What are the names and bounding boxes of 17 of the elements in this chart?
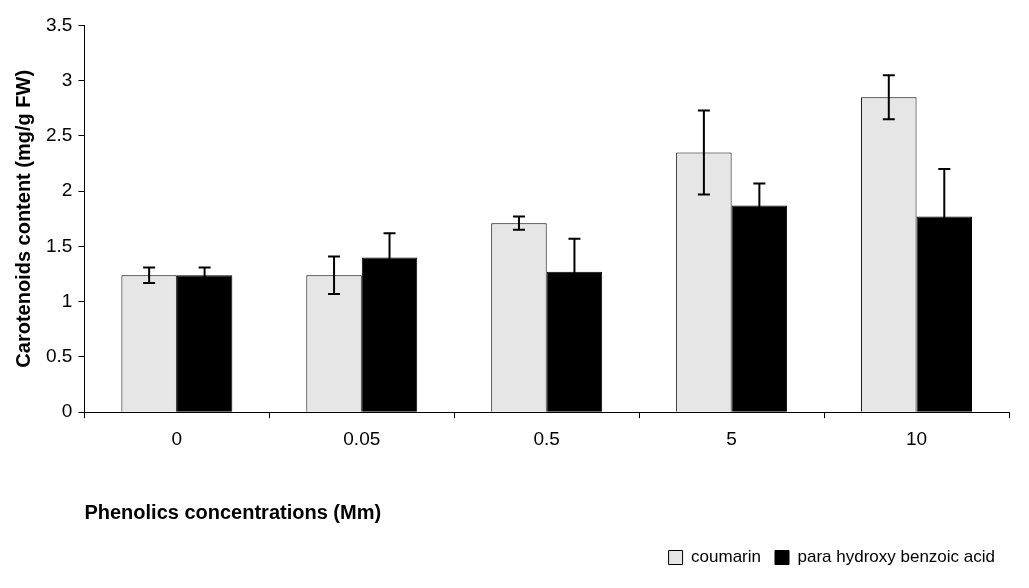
- y-tick-label: 1.5: [45, 234, 73, 256]
- x-tick-label: 0: [171, 427, 183, 449]
- x-tick-label: 0.5: [533, 427, 560, 449]
- x-tick-label: 10: [905, 427, 928, 449]
- y-tick-label: 2: [61, 179, 73, 201]
- y-tick-label: 0: [61, 400, 73, 422]
- x-tick-label: 0.05: [343, 427, 381, 449]
- x-tick-label: 5: [726, 427, 737, 449]
- y-tick-label: 3.5: [45, 13, 73, 35]
- y-tick-label: 0.5: [45, 345, 73, 367]
- y-tick-label: 1: [61, 289, 73, 311]
- y-tick-label: 2.5: [45, 124, 73, 146]
- legend-label: coumarin: [691, 547, 761, 567]
- x-axis-title: Phenolics concentrations (Mm): [84, 500, 382, 523]
- y-axis-title: Carotenoids content (mg/g FW): [11, 69, 34, 368]
- y-tick-label: 3: [61, 68, 73, 90]
- legend-label: para hydroxy benzoic acid: [797, 547, 996, 567]
